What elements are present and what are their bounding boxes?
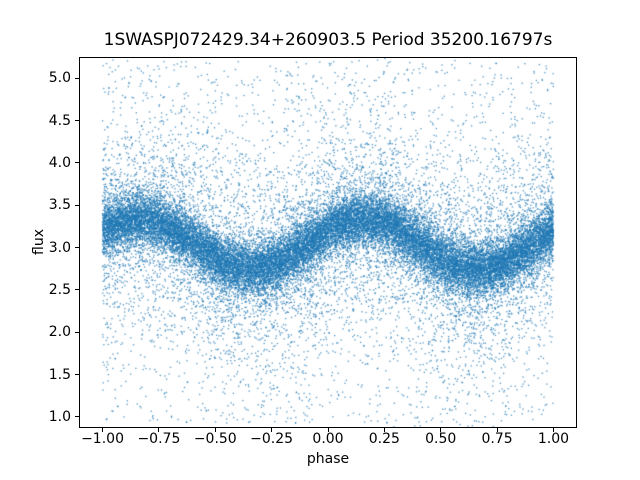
- x-tick-mark: [552, 428, 554, 432]
- x-tick-label: 0.00: [312, 431, 344, 447]
- x-tick-label: 0.25: [368, 431, 400, 447]
- y-tick-label: 4.0: [48, 154, 71, 171]
- x-tick-mark: [158, 428, 160, 432]
- y-tick-label: 2.5: [48, 281, 71, 298]
- x-axis-label: phase: [306, 451, 350, 467]
- y-tick-label: 1.0: [48, 408, 71, 425]
- x-tick-label: −0.25: [250, 431, 294, 447]
- scatter-canvas: [80, 58, 576, 427]
- y-tick-mark: [75, 120, 79, 122]
- y-tick-label: 1.5: [48, 366, 71, 383]
- x-tick-label: −0.75: [137, 431, 181, 447]
- y-tick-mark: [75, 247, 79, 249]
- y-tick-label: 2.0: [48, 324, 71, 341]
- x-tick-label: −1.00: [81, 431, 124, 447]
- x-tick-mark: [440, 428, 442, 432]
- x-tick-mark: [102, 428, 104, 432]
- y-tick-mark: [75, 331, 79, 333]
- x-tick-mark: [214, 428, 216, 432]
- x-tick-mark: [383, 428, 385, 432]
- x-tick-mark: [271, 428, 273, 432]
- y-tick-label: 4.5: [48, 112, 71, 129]
- y-tick-mark: [75, 416, 79, 418]
- x-tick-label: 0.75: [481, 431, 513, 447]
- x-tick-mark: [327, 428, 329, 432]
- y-tick-label: 3.0: [48, 239, 71, 256]
- y-tick-mark: [75, 162, 79, 164]
- y-tick-mark: [75, 289, 79, 291]
- y-tick-mark: [75, 204, 79, 206]
- plot-area: [79, 57, 577, 428]
- chart-title: 1SWASPJ072429.34+260903.5 Period 35200.1…: [103, 30, 553, 50]
- y-tick-label: 5.0: [48, 70, 71, 87]
- x-tick-label: −0.50: [193, 431, 237, 447]
- x-tick-label: 0.50: [425, 431, 457, 447]
- y-tick-mark: [75, 77, 79, 79]
- y-tick-mark: [75, 374, 79, 376]
- x-tick-mark: [496, 428, 498, 432]
- x-tick-label: 1.00: [537, 431, 570, 447]
- y-tick-label: 3.5: [48, 197, 71, 214]
